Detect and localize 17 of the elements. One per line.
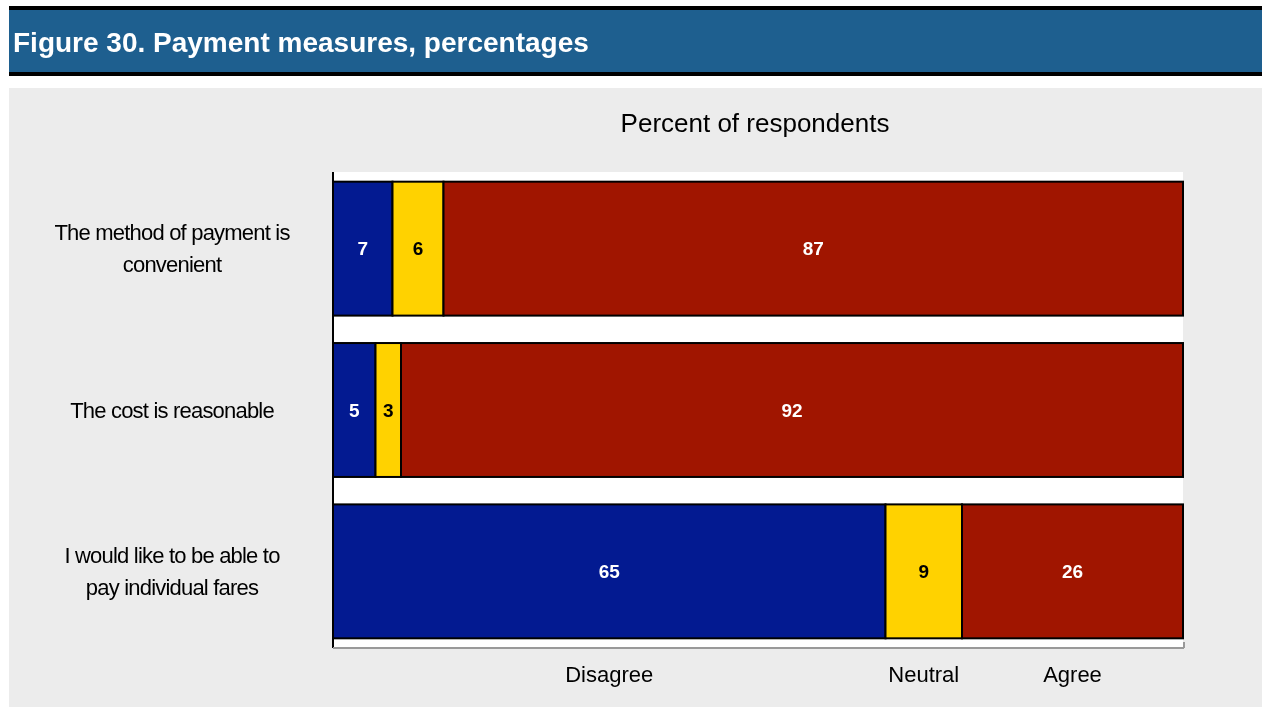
series-label: Neutral (888, 662, 960, 687)
chart-title: Figure 30. Payment measures, percentages (13, 27, 589, 58)
data-label: 5 (348, 399, 360, 421)
data-label: 9 (918, 561, 930, 583)
data-label: 26 (1061, 561, 1084, 583)
data-label: 92 (781, 399, 803, 421)
data-label: 87 (802, 238, 824, 260)
data-label: 65 (598, 561, 621, 583)
chart-subtitle: Percent of respondents (620, 108, 890, 138)
data-label: 6 (412, 238, 424, 260)
series-label: Disagree (565, 662, 654, 687)
y-tick-label: The cost is reasonable (70, 397, 275, 423)
y-tick-label: I would like to be able to pay individual fares (64, 543, 281, 601)
data-label: 7 (357, 238, 369, 260)
data-label: 3 (382, 399, 394, 421)
y-tick-label: The method of payment is convenient (54, 220, 291, 278)
series-label: Agree (1043, 662, 1102, 687)
